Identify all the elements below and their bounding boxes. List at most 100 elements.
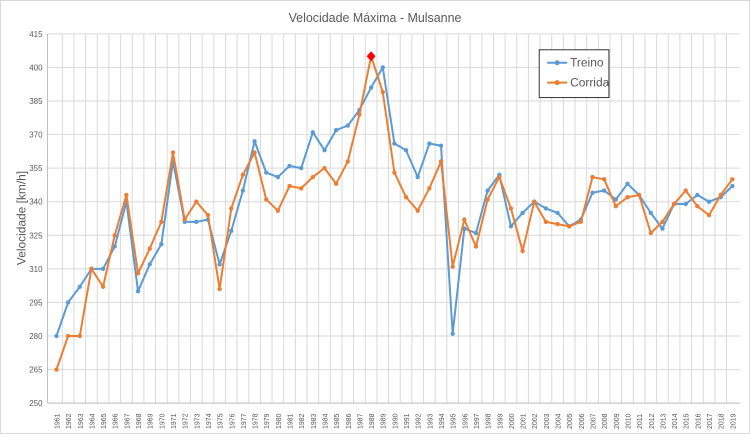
data-point [229, 206, 234, 211]
data-point [333, 127, 339, 133]
data-point [65, 333, 71, 339]
data-point [473, 230, 479, 236]
data-point [275, 208, 281, 213]
x-tick-label: 1966 [113, 413, 120, 429]
data-point [450, 331, 455, 336]
legend: Treino Corrida [538, 49, 610, 99]
x-tick-label: 1981 [288, 413, 295, 429]
data-point [403, 195, 409, 200]
data-point [275, 174, 281, 180]
y-tick-label: 295 [29, 298, 43, 307]
data-point [333, 181, 339, 186]
data-point [625, 181, 630, 186]
x-tick-label: 2007 [590, 413, 597, 429]
data-point [636, 192, 642, 198]
data-point [695, 192, 700, 198]
x-tick-label: 1964 [89, 413, 96, 429]
x-tick-label: 1990 [392, 413, 399, 429]
data-point [264, 197, 269, 202]
data-point [205, 212, 211, 218]
data-point [706, 212, 712, 218]
x-tick-label: 1975 [218, 413, 225, 429]
data-point [112, 244, 117, 249]
y-tick-label: 340 [29, 198, 43, 207]
series-line-corrida [55, 55, 734, 370]
data-point [601, 177, 607, 182]
data-point [89, 266, 94, 272]
y-tick-label: 250 [29, 399, 43, 408]
data-point [427, 141, 432, 146]
x-tick-label: 2017 [707, 413, 714, 429]
data-point [508, 206, 514, 211]
data-point [380, 65, 385, 70]
x-axis-ticks: 1961 1962 1963 1964 1965 1966 1967 1968 1969 1970… [54, 413, 737, 429]
legend-treino: Treino [570, 56, 604, 70]
x-tick-label: 1991 [404, 413, 411, 429]
data-point [706, 199, 712, 204]
data-point [287, 183, 292, 189]
gridlines [47, 33, 741, 404]
data-point [229, 228, 234, 233]
data-point [217, 286, 222, 292]
x-tick-label: 2013 [660, 413, 667, 429]
data-point [508, 224, 514, 229]
y-tick-label: 310 [29, 265, 43, 274]
data-point [252, 150, 257, 155]
data-point [135, 289, 141, 294]
x-tick-label: 1979 [264, 413, 271, 429]
data-point [77, 333, 82, 339]
data-point [671, 201, 677, 207]
data-point [310, 174, 316, 180]
x-tick-label: 2009 [614, 413, 621, 429]
data-point [450, 264, 455, 269]
x-tick-label: 1967 [124, 413, 131, 429]
data-point [590, 174, 595, 180]
data-point [415, 208, 420, 213]
y-tick-label: 400 [29, 63, 43, 72]
data-point [135, 271, 141, 276]
data-point [194, 219, 199, 225]
data-point [555, 210, 560, 216]
x-tick-label: 1985 [334, 413, 341, 429]
data-point [345, 159, 350, 164]
y-tick-label: 415 [29, 30, 43, 39]
x-tick-label: 2001 [521, 413, 528, 429]
data-point [170, 150, 176, 155]
x-tick-label: 1987 [357, 413, 364, 429]
x-tick-label: 1988 [369, 413, 376, 429]
data-point [194, 199, 199, 204]
data-point [54, 333, 59, 339]
x-tick-label: 1970 [159, 413, 166, 429]
y-axis-label: Velocidade [km/h] [15, 171, 29, 265]
data-point [240, 188, 246, 193]
data-point [625, 195, 630, 200]
x-tick-label: 1965 [101, 413, 108, 429]
data-point [485, 188, 490, 193]
x-tick-label: 1963 [78, 413, 85, 429]
x-tick-label: 1974 [206, 413, 213, 429]
x-tick-label: 1989 [381, 413, 388, 429]
data-point [298, 186, 304, 191]
x-tick-label: 2008 [602, 413, 609, 429]
x-tick-label: 2016 [695, 413, 702, 429]
x-tick-label: 1993 [427, 413, 434, 429]
x-tick-label: 1971 [171, 413, 178, 429]
chart-title: Velocidade Máxima - Mulsanne [289, 11, 462, 25]
data-point [112, 233, 117, 238]
data-point [392, 141, 397, 146]
data-point [380, 89, 385, 95]
data-point [462, 217, 467, 222]
x-tick-label: 1984 [322, 413, 329, 429]
data-point [159, 242, 164, 247]
series-corrida [54, 54, 735, 372]
x-tick-label: 1983 [311, 413, 318, 429]
data-point [660, 219, 665, 225]
data-point [159, 219, 164, 225]
data-point [264, 170, 269, 175]
x-tick-label: 2010 [625, 413, 632, 429]
data-point [345, 123, 350, 128]
legend-corrida: Corrida [570, 76, 610, 90]
x-tick-label: 2015 [684, 413, 691, 429]
y-tick-label: 370 [29, 131, 43, 140]
